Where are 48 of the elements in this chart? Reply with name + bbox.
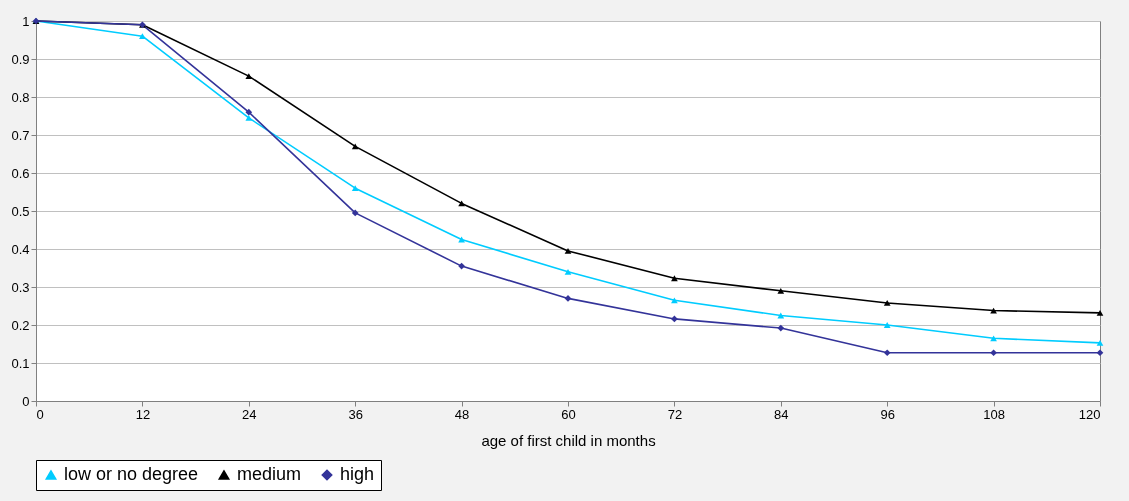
y-tick-label: 0.4 bbox=[11, 241, 30, 257]
point bbox=[671, 297, 678, 304]
y-tick-label: 0.2 bbox=[11, 317, 30, 333]
y-tick-label: 0.9 bbox=[11, 51, 30, 67]
x-tick-label: 72 bbox=[667, 406, 683, 422]
point bbox=[883, 300, 891, 306]
point bbox=[564, 268, 572, 275]
y-tick-label: 0.1 bbox=[11, 355, 30, 371]
x-tick-label: 120 bbox=[1078, 406, 1101, 422]
point bbox=[883, 349, 891, 357]
point bbox=[777, 287, 785, 294]
point bbox=[990, 349, 997, 357]
x-tick-label: 36 bbox=[348, 406, 363, 422]
y-tick-label: 0.8 bbox=[11, 89, 30, 105]
y-tick-label: 0.7 bbox=[11, 127, 30, 143]
x-tick-label: 84 bbox=[774, 406, 789, 422]
point bbox=[777, 324, 785, 332]
point bbox=[1096, 349, 1104, 357]
x-axis-title: age of first child in months bbox=[481, 431, 656, 449]
point bbox=[671, 315, 678, 323]
y-tick-label: 0 bbox=[22, 393, 30, 409]
point bbox=[671, 275, 678, 282]
point bbox=[1096, 339, 1104, 346]
point bbox=[1096, 309, 1104, 316]
y-tick-label: 0.3 bbox=[11, 279, 30, 295]
point bbox=[351, 185, 359, 192]
point bbox=[245, 108, 253, 116]
legend-label: high bbox=[340, 464, 375, 484]
x-tick-label: 12 bbox=[135, 406, 151, 422]
x-tick-label: 24 bbox=[242, 406, 257, 422]
point bbox=[245, 115, 253, 121]
point bbox=[564, 247, 572, 254]
legend-label: medium bbox=[237, 464, 302, 484]
point bbox=[245, 73, 253, 79]
x-tick-label: 108 bbox=[983, 406, 1005, 422]
x-tick-label: 96 bbox=[880, 406, 895, 422]
point bbox=[990, 335, 997, 342]
y-tick-label: 1 bbox=[22, 13, 30, 29]
point bbox=[139, 33, 146, 40]
point bbox=[883, 322, 891, 328]
y-tick-label: 0.5 bbox=[11, 203, 30, 219]
y-tick-label: 0.6 bbox=[11, 165, 30, 181]
point bbox=[351, 209, 359, 217]
point bbox=[458, 262, 465, 270]
x-tick-label: 48 bbox=[454, 406, 470, 422]
x-tick-label: 0 bbox=[36, 406, 44, 422]
legend-label: low or no degree bbox=[64, 464, 199, 484]
x-tick-label: 60 bbox=[561, 406, 576, 422]
